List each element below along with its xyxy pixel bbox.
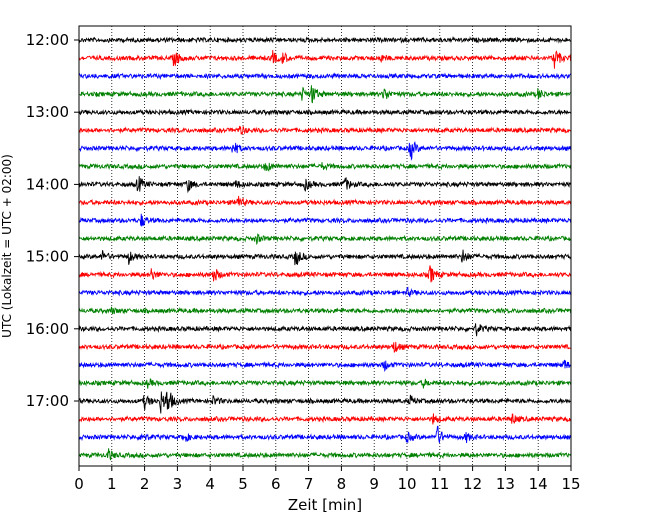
seismic-trace-line xyxy=(78,85,572,104)
seismic-trace-line xyxy=(78,176,572,194)
x-tick-label: 3 xyxy=(173,475,183,493)
plot-frame xyxy=(78,25,572,467)
seismic-trace-line xyxy=(78,359,572,373)
x-axis-label: Zeit [min] xyxy=(288,496,362,514)
seismic-trace-line xyxy=(78,413,572,425)
seismic-trace-line xyxy=(78,141,572,161)
grid-lines xyxy=(111,26,539,466)
y-axis-label: UTC (Lokalzeit = UTC + 02:00) xyxy=(0,154,14,338)
seismic-trace-line xyxy=(78,162,572,173)
y-axis-ticks: 12:00 13:00 14:00 15:00 16:00 17:00 xyxy=(26,31,79,410)
seismic-trace-line xyxy=(78,213,572,227)
y-tick-label: 12:00 xyxy=(26,31,69,49)
y-tick-label: 15:00 xyxy=(26,248,69,266)
seismic-trace-line xyxy=(78,72,572,81)
y-tick-label: 14:00 xyxy=(26,175,69,193)
seismic-trace-line xyxy=(78,249,572,266)
x-axis-ticks: 0 1 2 3 4 5 6 7 8 9 10 11 12 13 14 15 xyxy=(74,466,581,493)
seismic-trace-line xyxy=(78,378,572,389)
x-tick-label: 14 xyxy=(529,475,548,493)
x-tick-label: 7 xyxy=(304,475,314,493)
seismic-trace-line xyxy=(78,425,572,444)
y-tick-label: 13:00 xyxy=(26,103,69,121)
x-tick-label: 8 xyxy=(337,475,347,493)
x-tick-label: 1 xyxy=(107,475,117,493)
seismic-trace-line xyxy=(78,341,572,353)
y-tick-label: 16:00 xyxy=(26,320,69,338)
seismic-trace-line xyxy=(78,323,571,337)
seismic-trace-line xyxy=(78,125,572,135)
x-tick-label: 2 xyxy=(140,475,150,493)
seismic-trace-line xyxy=(78,232,572,246)
x-tick-label: 13 xyxy=(496,475,515,493)
x-tick-label: 5 xyxy=(238,475,248,493)
x-tick-label: 4 xyxy=(205,475,215,493)
seismic-trace-line xyxy=(78,265,572,283)
seismic-trace-line xyxy=(78,108,572,117)
seismic-trace-line xyxy=(78,306,572,315)
x-tick-label: 15 xyxy=(561,475,580,493)
x-tick-label: 0 xyxy=(74,475,84,493)
seismic-trace-line xyxy=(78,448,572,461)
seismic-trace-line xyxy=(78,286,572,298)
seismic-trace-line xyxy=(78,49,572,69)
x-tick-label: 12 xyxy=(463,475,482,493)
seismic-trace-line xyxy=(78,391,572,414)
x-tick-label: 11 xyxy=(430,475,449,493)
x-tick-label: 6 xyxy=(271,475,281,493)
seismic-trace-line xyxy=(78,35,572,44)
seismic-traces xyxy=(78,35,572,461)
x-tick-label: 9 xyxy=(369,475,379,493)
x-tick-label: 10 xyxy=(397,475,416,493)
seismic-trace-line xyxy=(78,195,572,207)
y-tick-label: 17:00 xyxy=(26,392,69,410)
